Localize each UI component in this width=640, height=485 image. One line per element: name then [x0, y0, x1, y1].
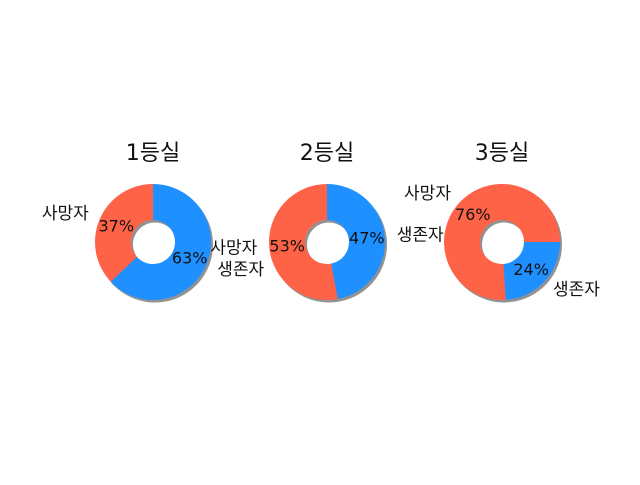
- category-label: 생존자: [397, 225, 444, 245]
- chart-title: 1등실: [126, 141, 180, 166]
- donut-chart-3: 3등실 24%생존자 76%사망자: [404, 141, 600, 303]
- wedge-deceased: [95, 184, 153, 282]
- percent-label: 37%: [99, 217, 135, 236]
- category-label: 사망자: [404, 184, 451, 204]
- wedge-deceased: [444, 184, 560, 300]
- donut-chart-2: 2등실 53% 사망자 47% 생존자: [210, 141, 444, 303]
- percent-label: 53%: [269, 236, 305, 255]
- percent-label: 24%: [513, 260, 549, 279]
- wedge-deceased: [268, 184, 338, 300]
- chart-title: 3등실: [475, 141, 529, 166]
- percent-label: 76%: [455, 205, 491, 224]
- category-label: 생존자: [553, 280, 600, 300]
- category-label: 사망자: [210, 239, 257, 259]
- category-label: 생존자: [217, 260, 264, 280]
- wedge-survivor: [503, 242, 560, 300]
- percent-label: 47%: [349, 229, 385, 248]
- wedge-survivor: [110, 184, 212, 301]
- category-label: 사망자: [42, 204, 89, 224]
- percent-label: 63%: [172, 248, 208, 267]
- wedge-survivor: [327, 184, 385, 299]
- chart-title: 2등실: [300, 141, 354, 166]
